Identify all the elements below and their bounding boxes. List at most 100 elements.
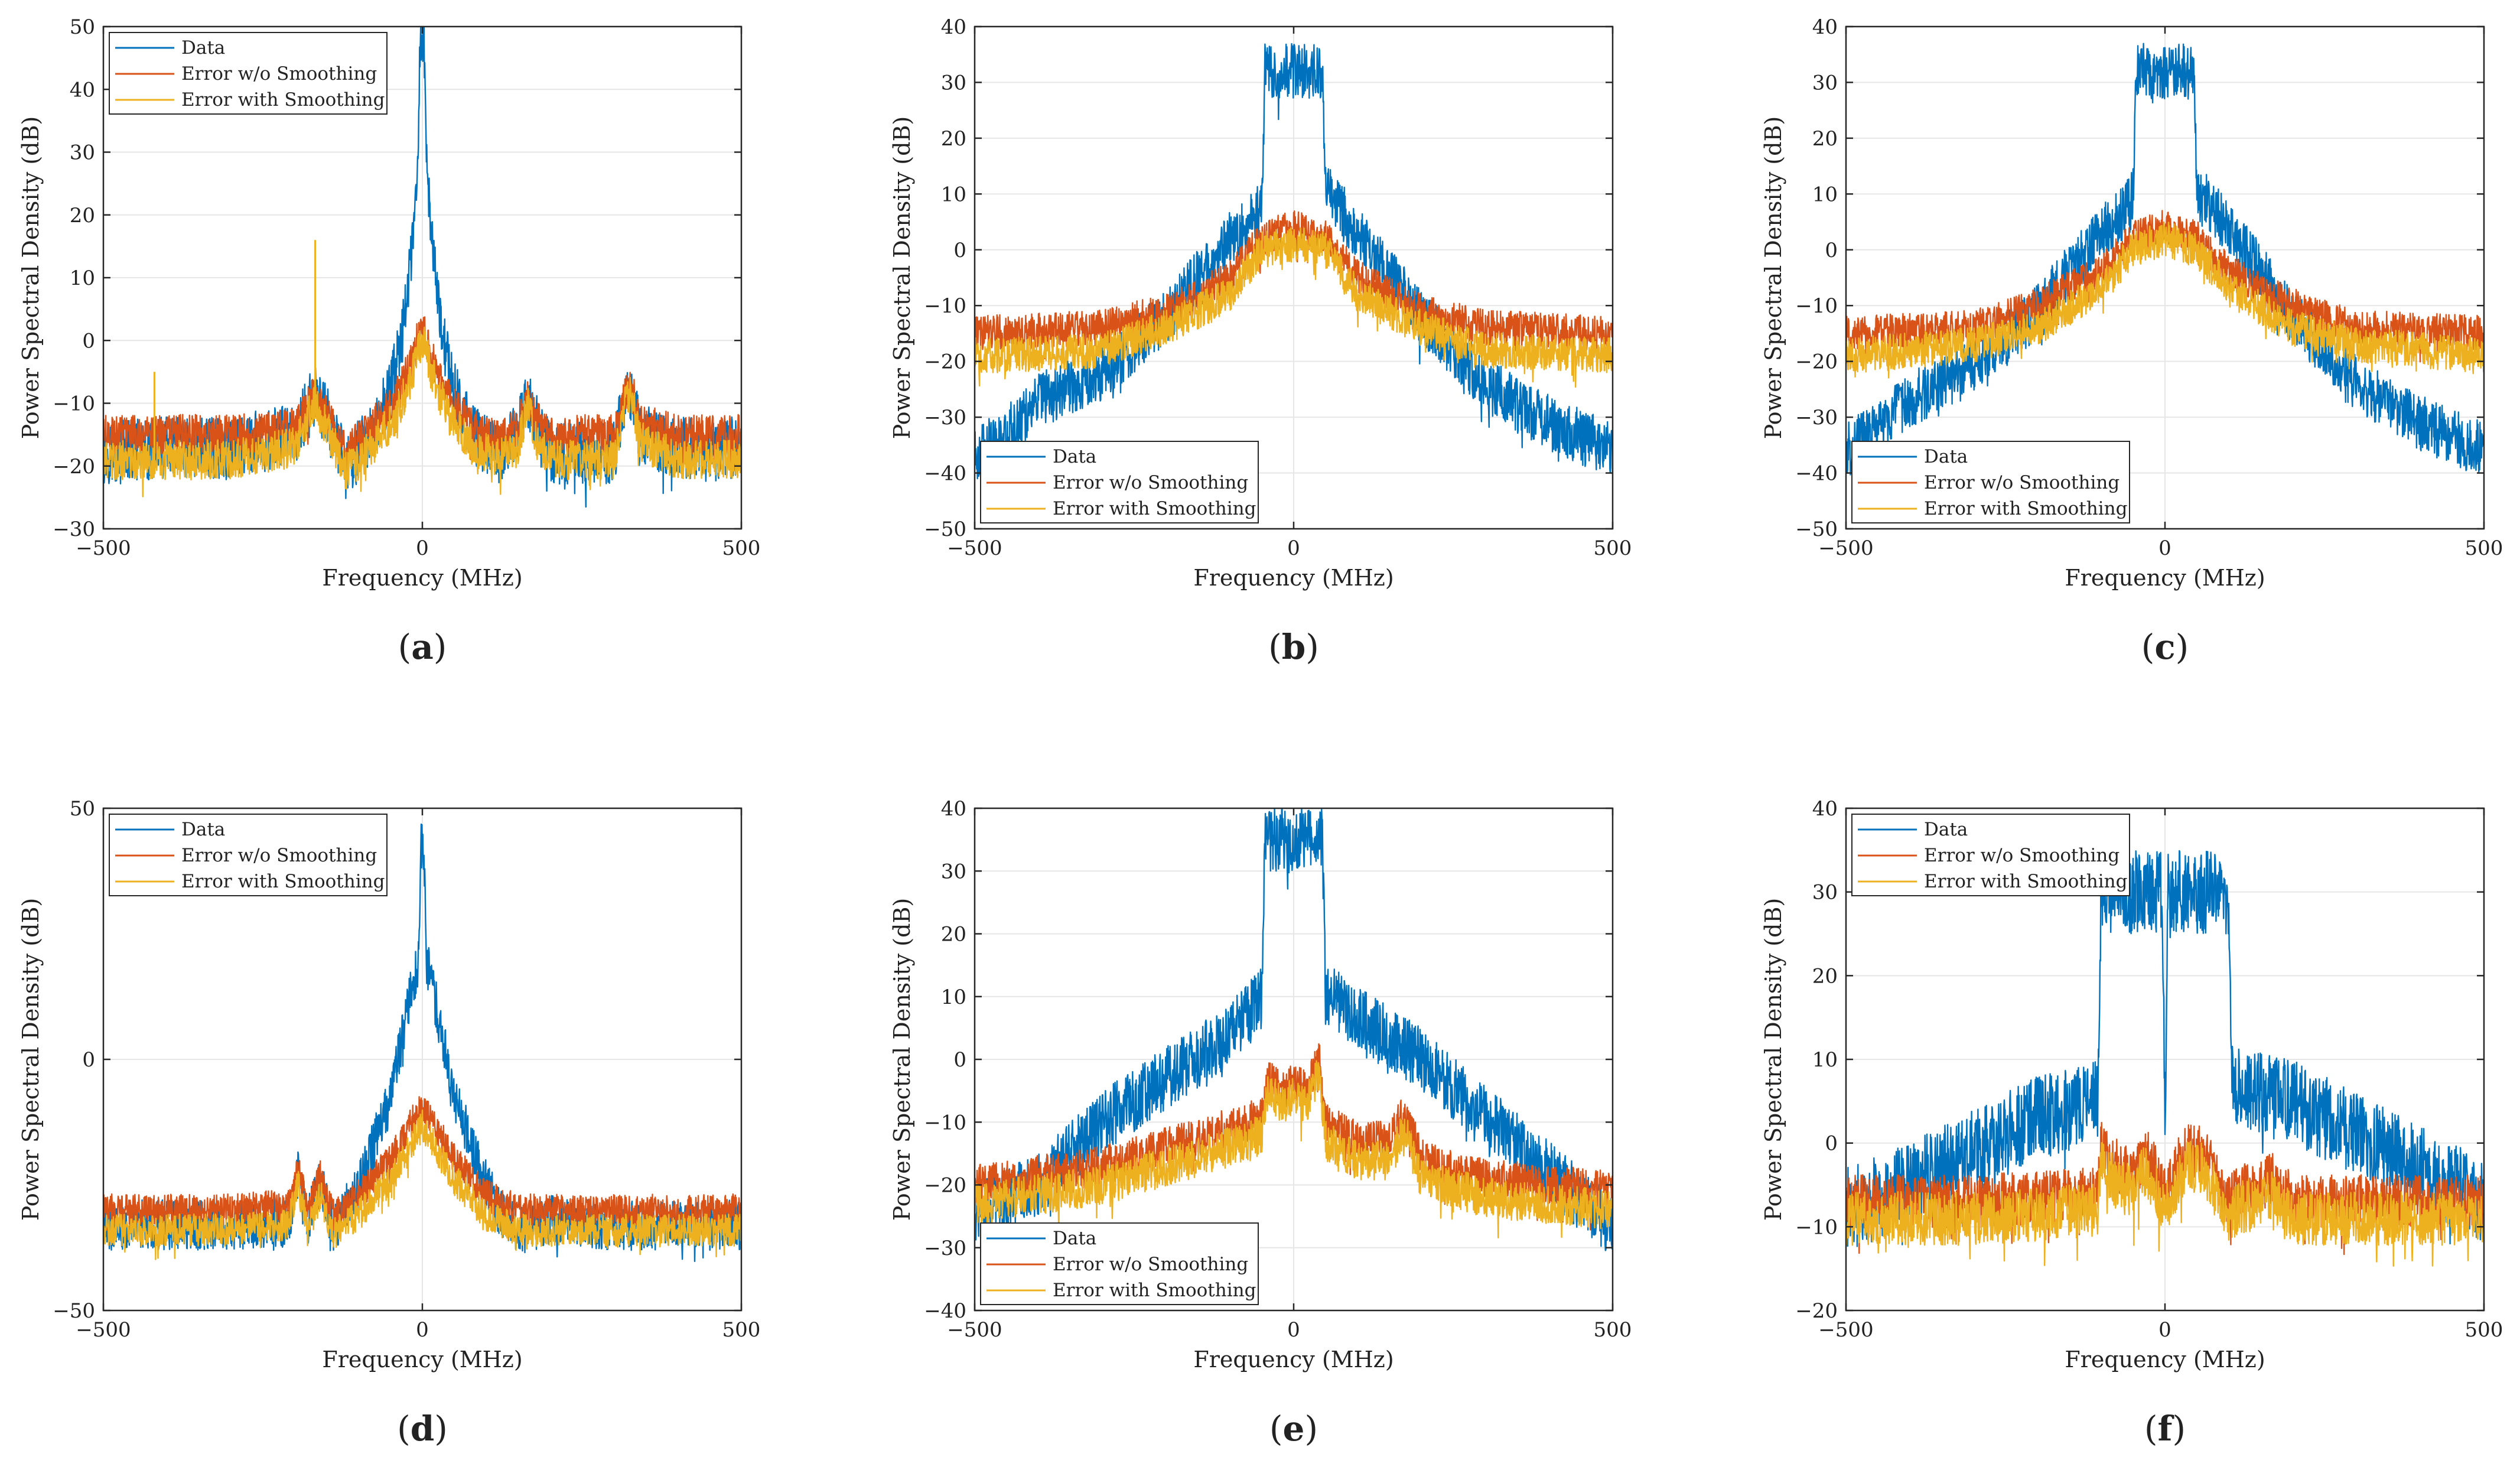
panel-caption: (c) (2141, 627, 2189, 667)
x-tick-label: 500 (2465, 1318, 2503, 1342)
y-tick-label: 20 (941, 923, 966, 947)
legend: Data Error w/o Smoothing Error with Smooth… (1851, 441, 2130, 523)
legend-entry-smoothing: Error with Smoothing (1053, 498, 1256, 519)
y-tick-label: −30 (53, 518, 95, 541)
legend-entry-error: Error w/o Smoothing (1924, 845, 2119, 866)
y-tick-label: −20 (1795, 350, 1838, 374)
legend-entry-data: Data (181, 37, 225, 58)
y-tick-label: 20 (941, 127, 966, 151)
x-tick-label: −500 (947, 1318, 1002, 1342)
series-line-err (975, 210, 1613, 360)
y-tick-label: 10 (941, 183, 966, 206)
series-line-smooth (1846, 1140, 2484, 1267)
legend: Data Error w/o Smoothing Error with Smooth… (109, 32, 388, 115)
legend-entry-data: Data (1053, 1228, 1096, 1249)
legend: Data Error w/o Smoothing Error with Smooth… (109, 814, 388, 896)
series-line-smooth (975, 227, 1613, 388)
panel-caption: (e) (1269, 1409, 1318, 1449)
x-axis-label: Frequency (MHz) (1193, 565, 1394, 591)
y-tick-label: 30 (941, 71, 966, 95)
x-tick-label: 500 (722, 1318, 761, 1342)
y-tick-label: −10 (924, 294, 966, 318)
y-tick-label: −30 (924, 1237, 966, 1260)
x-tick-label: 500 (1594, 1318, 1632, 1342)
y-tick-label: −20 (1795, 1299, 1838, 1323)
y-tick-label: 10 (70, 266, 95, 290)
x-tick-label: −500 (76, 1318, 131, 1342)
legend-entry-smoothing: Error with Smoothing (1924, 871, 2127, 892)
x-axis-label: Frequency (MHz) (1193, 1347, 1394, 1373)
y-tick-label: 40 (941, 15, 966, 39)
y-tick-label: −20 (53, 455, 95, 479)
series-line-err (1846, 1121, 2484, 1256)
y-tick-label: 50 (70, 797, 95, 821)
x-tick-label: 500 (2465, 536, 2503, 560)
y-tick-label: −20 (924, 1174, 966, 1198)
legend-entry-smoothing: Error with Smoothing (1053, 1280, 1256, 1301)
panel-caption: (d) (397, 1409, 448, 1449)
x-tick-label: 0 (1287, 536, 1300, 560)
x-tick-label: −500 (76, 536, 131, 560)
series-line-smooth (103, 1109, 741, 1260)
chart-panel-c: −50 −40 −30 −20 −10 0 10 20 30 40 −500 0 500 Frequenc… (1760, 15, 2503, 667)
y-tick-label: 30 (70, 141, 95, 165)
legend-entry-smoothing: Error with Smoothing (181, 89, 385, 110)
x-axis-label: Frequency (MHz) (322, 1347, 522, 1373)
y-tick-label: −50 (924, 518, 966, 541)
legend-entry-error: Error w/o Smoothing (1924, 472, 2119, 493)
y-tick-label: 40 (941, 797, 966, 821)
series-group (1846, 43, 2484, 476)
y-axis-label: Power Spectral Density (dB) (18, 898, 44, 1221)
y-tick-label: −50 (53, 1299, 95, 1323)
series-group (103, 823, 741, 1263)
series-line-data (1846, 850, 2484, 1247)
y-tick-label: −20 (924, 350, 966, 374)
y-tick-label: −40 (924, 462, 966, 486)
y-tick-label: −10 (1795, 294, 1838, 318)
y-axis-label: Power Spectral Density (dB) (1760, 898, 1786, 1221)
y-tick-label: −30 (1795, 406, 1838, 430)
x-tick-label: 0 (1287, 1318, 1300, 1342)
series-line-smooth (975, 1060, 1613, 1239)
x-tick-label: 0 (416, 1318, 429, 1342)
y-axis-label: Power Spectral Density (dB) (18, 116, 44, 439)
x-tick-label: 0 (2158, 1318, 2171, 1342)
panel-caption: (b) (1268, 627, 1319, 667)
x-tick-label: 500 (722, 536, 761, 560)
y-tick-label: 10 (1812, 1048, 1838, 1072)
y-tick-label: 30 (941, 860, 966, 883)
y-tick-label: −30 (924, 406, 966, 430)
chart-panel-b: −50 −40 −30 −20 −10 0 10 20 30 40 −500 0 500 Frequenc… (889, 15, 1632, 667)
legend-entry-smoothing: Error with Smoothing (1924, 498, 2127, 519)
legend-entry-error: Error w/o Smoothing (181, 845, 377, 866)
y-axis-label: Power Spectral Density (dB) (1760, 116, 1786, 439)
series-line-smooth (103, 326, 741, 497)
x-tick-label: 500 (1594, 536, 1632, 560)
legend-entry-data: Data (1924, 446, 1968, 467)
x-tick-label: 0 (2158, 536, 2171, 560)
y-tick-label: 0 (1825, 239, 1838, 262)
y-tick-label: 20 (1812, 964, 1838, 988)
x-axis-label: Frequency (MHz) (2065, 1347, 2265, 1373)
x-tick-label: 0 (416, 536, 429, 560)
y-tick-label: 0 (1825, 1132, 1838, 1156)
y-tick-label: −10 (53, 392, 95, 416)
legend-entry-data: Data (181, 819, 225, 840)
series-group (1846, 850, 2484, 1267)
series-line-data (975, 808, 1613, 1251)
legend-entry-data: Data (1924, 819, 1968, 840)
legend: Data Error w/o Smoothing Error with Smooth… (1851, 814, 2130, 896)
panel-caption: (f) (2144, 1409, 2186, 1449)
x-tick-label: −500 (947, 536, 1002, 560)
series-line-data (1846, 43, 2484, 476)
y-tick-label: 30 (1812, 71, 1838, 95)
y-tick-label: 40 (70, 78, 95, 102)
x-axis-label: Frequency (MHz) (322, 565, 522, 591)
series-line-data (975, 43, 1613, 480)
y-tick-label: −10 (924, 1111, 966, 1134)
y-tick-label: 50 (70, 15, 95, 39)
legend-entry-data: Data (1053, 446, 1096, 467)
chart-panel-e: −40 −30 −20 −10 0 10 20 30 40 −500 0 500 Frequency (… (889, 797, 1632, 1449)
legend-entry-smoothing: Error with Smoothing (181, 871, 385, 892)
